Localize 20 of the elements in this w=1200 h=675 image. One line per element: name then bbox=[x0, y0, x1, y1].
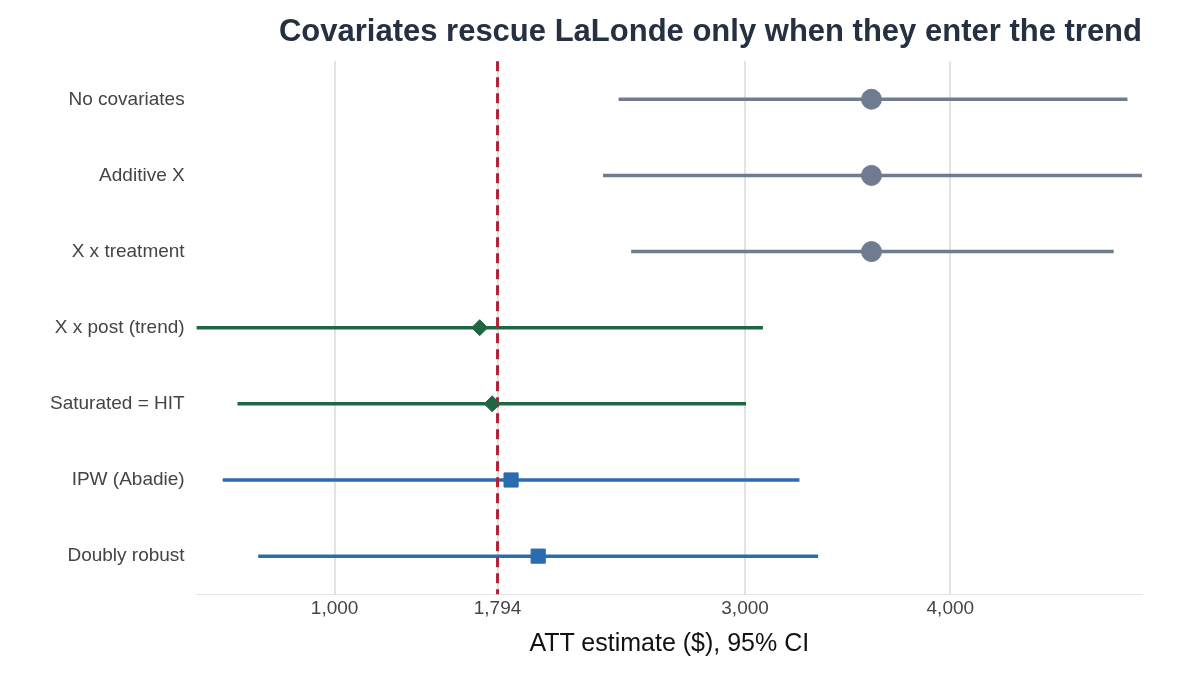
point bbox=[860, 164, 882, 186]
y-tick-label: X x treatment bbox=[71, 239, 186, 261]
y-tick-label: IPW (Abadie) bbox=[71, 468, 185, 490]
y-tick-label: Saturated = HIT bbox=[50, 392, 186, 414]
chart-title: Covariates rescue LaLonde only when they enter the trend bbox=[278, 13, 1142, 49]
point bbox=[860, 241, 882, 263]
point bbox=[471, 319, 489, 337]
point bbox=[530, 548, 546, 564]
x-tick-label: 4,000 bbox=[926, 596, 975, 618]
x-tick-label: 1,794 bbox=[473, 596, 522, 618]
y-tick-label: X x post (trend) bbox=[54, 315, 185, 337]
x-tick-label: 3,000 bbox=[721, 596, 769, 618]
point bbox=[483, 395, 501, 413]
point bbox=[503, 472, 519, 488]
x-tick-label: 1,000 bbox=[310, 596, 359, 618]
y-tick-label: Doubly robust bbox=[67, 544, 186, 566]
point bbox=[860, 88, 882, 110]
y-tick-label: No covariates bbox=[68, 87, 185, 109]
x-axis-title: ATT estimate ($), 95% CI bbox=[529, 627, 810, 656]
y-tick-label: Additive X bbox=[99, 163, 185, 185]
